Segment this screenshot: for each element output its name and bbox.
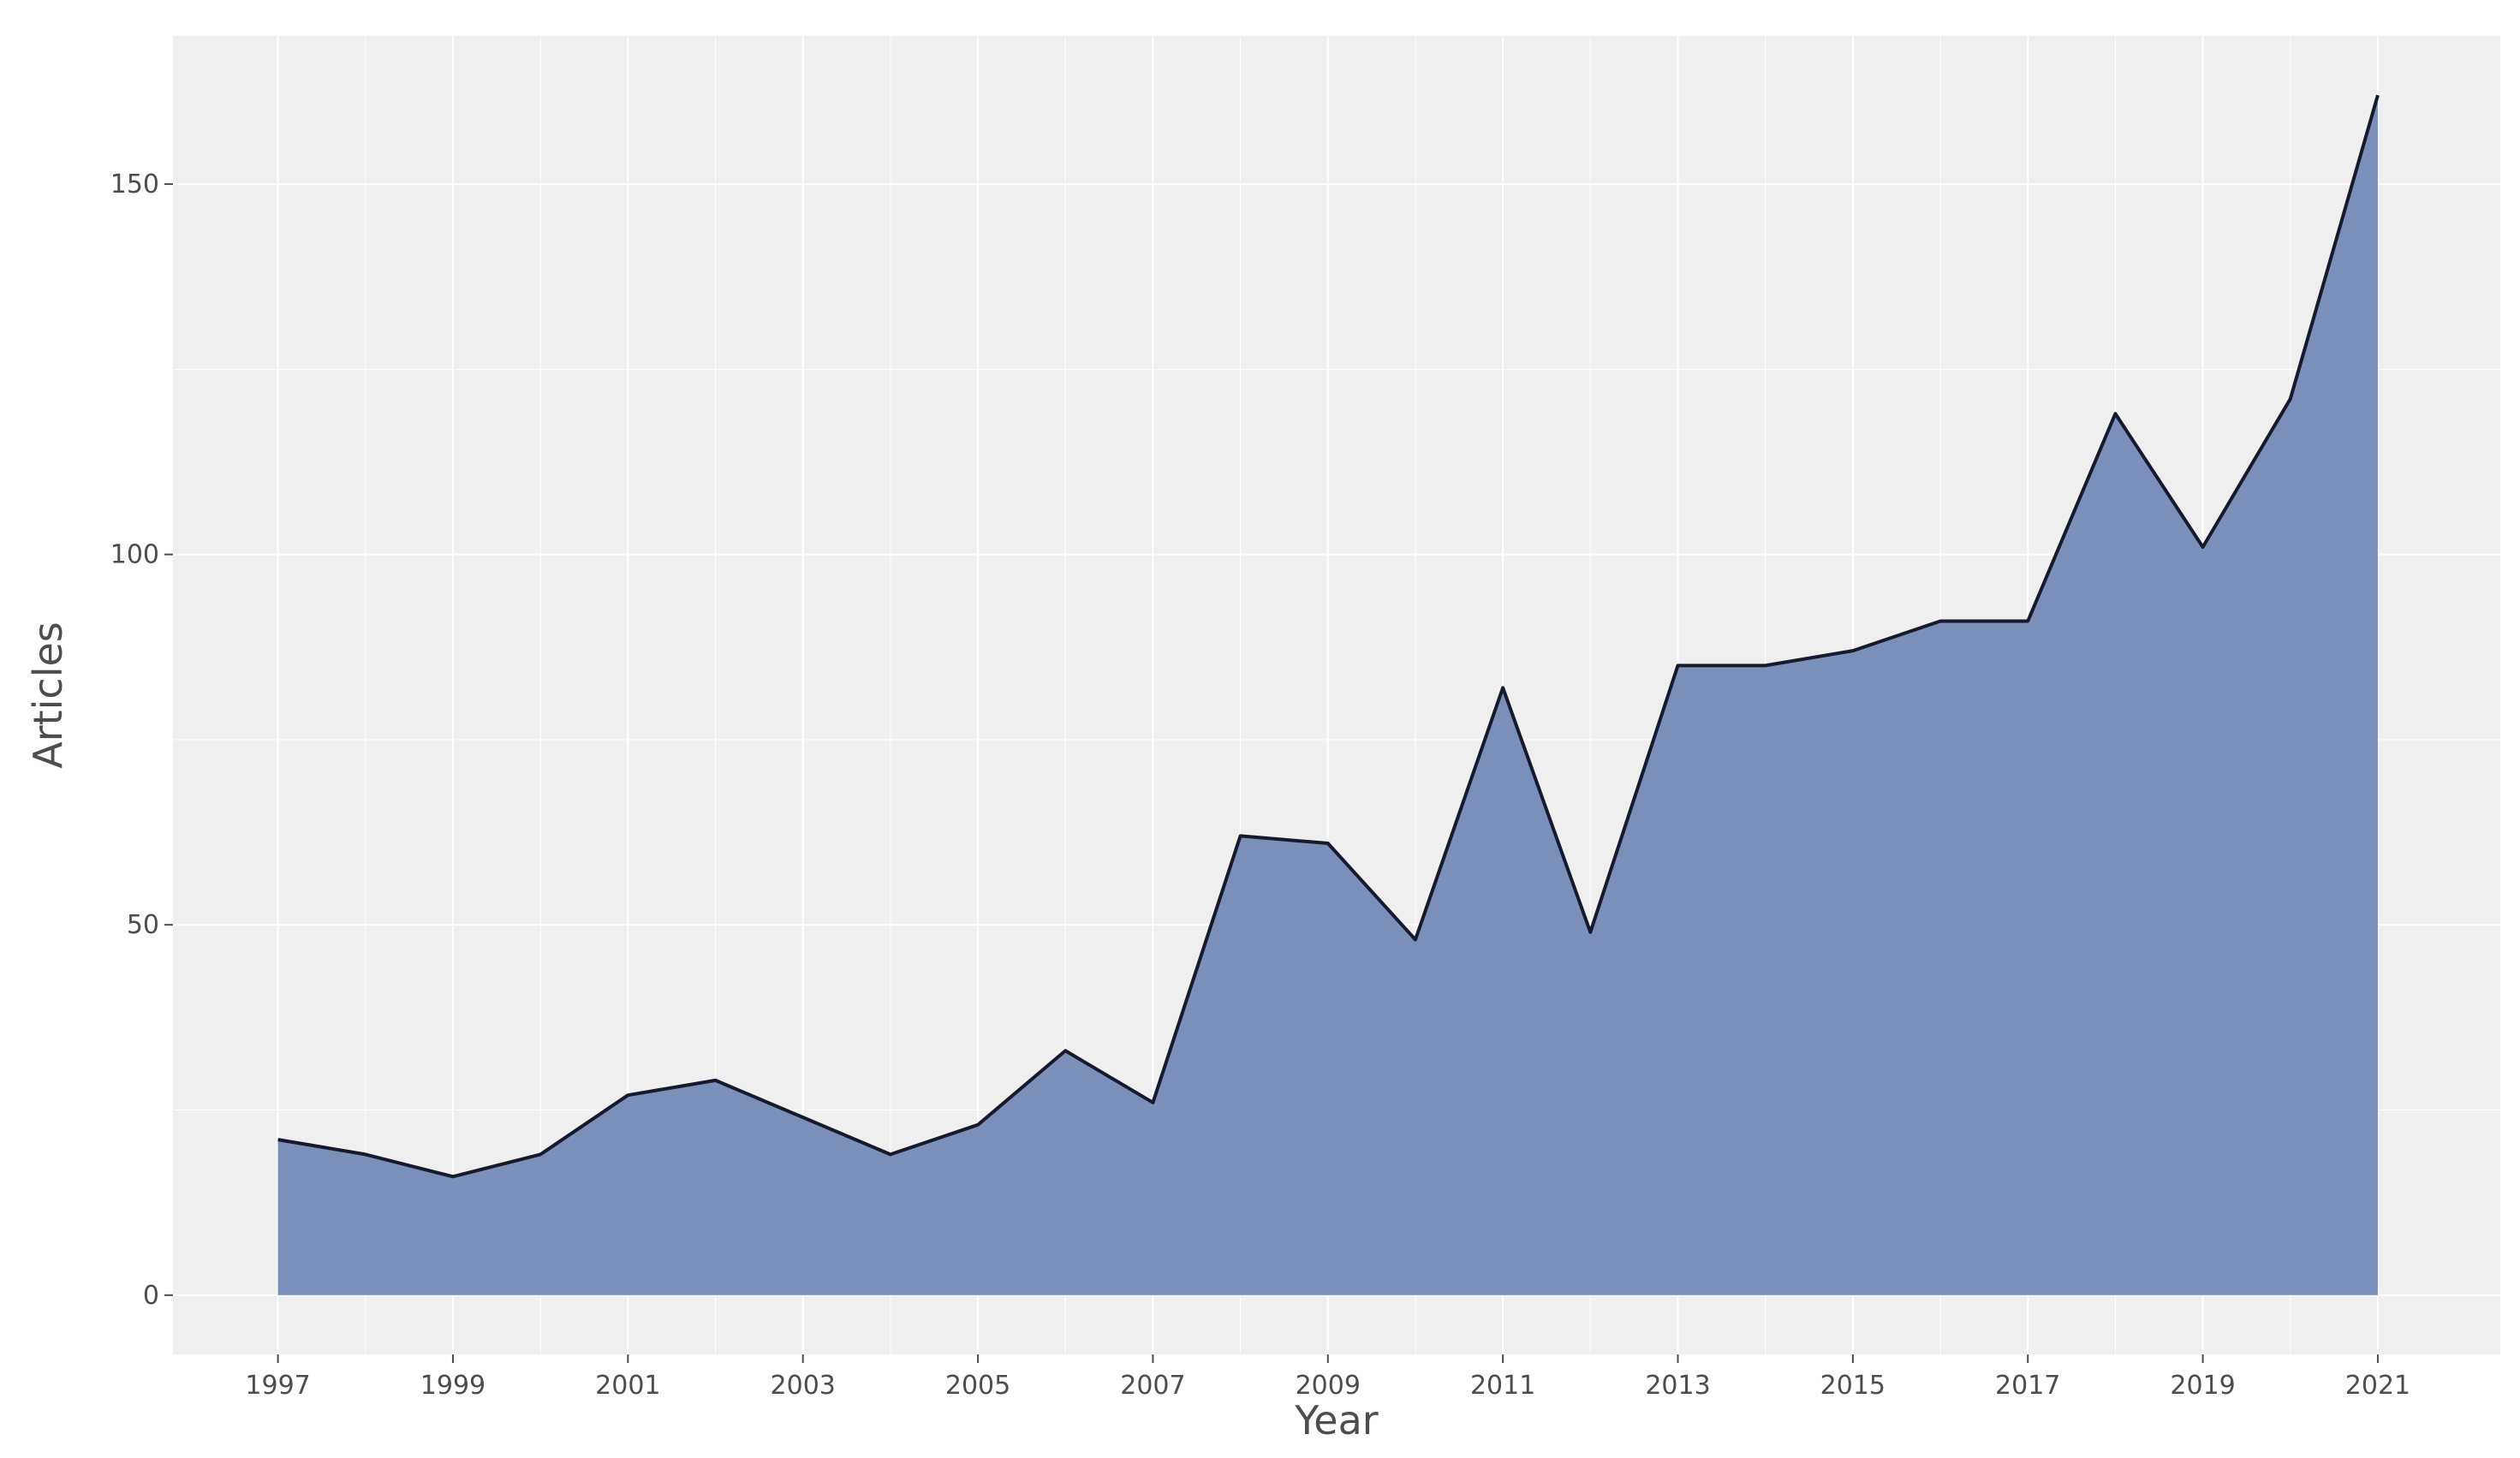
x-tick-label: 1997 bbox=[245, 1371, 310, 1401]
x-tick-label: 2017 bbox=[1995, 1371, 2060, 1401]
x-tick-label: 2015 bbox=[1820, 1371, 1886, 1401]
y-axis-title: Articles bbox=[25, 622, 71, 769]
x-tick-label: 2007 bbox=[1120, 1371, 1185, 1401]
y-axis: 0 50 100 150 bbox=[110, 170, 173, 1311]
y-tick-label: 150 bbox=[110, 170, 159, 199]
x-tick-label: 2001 bbox=[595, 1371, 660, 1401]
x-tick-label: 2011 bbox=[1470, 1371, 1535, 1401]
y-tick-label: 100 bbox=[110, 540, 159, 570]
x-tick-label: 1999 bbox=[420, 1371, 486, 1401]
x-tick-label: 2013 bbox=[1645, 1371, 1710, 1401]
y-tick-label: 0 bbox=[143, 1281, 159, 1311]
x-axis: 1997 1999 2001 2003 2005 2007 2009 2011 2013 2015… bbox=[245, 1354, 2410, 1401]
y-tick-label: 50 bbox=[127, 910, 159, 940]
x-axis-title: Year bbox=[1294, 1397, 1378, 1443]
x-tick-label: 2021 bbox=[2345, 1371, 2410, 1401]
x-tick-label: 2019 bbox=[2170, 1371, 2235, 1401]
series-line bbox=[277, 94, 2380, 1179]
x-tick-label: 2009 bbox=[1296, 1371, 1361, 1401]
x-tick-label: 2005 bbox=[945, 1371, 1010, 1401]
x-tick-label: 2003 bbox=[771, 1371, 836, 1401]
area-fill bbox=[277, 95, 2378, 1295]
